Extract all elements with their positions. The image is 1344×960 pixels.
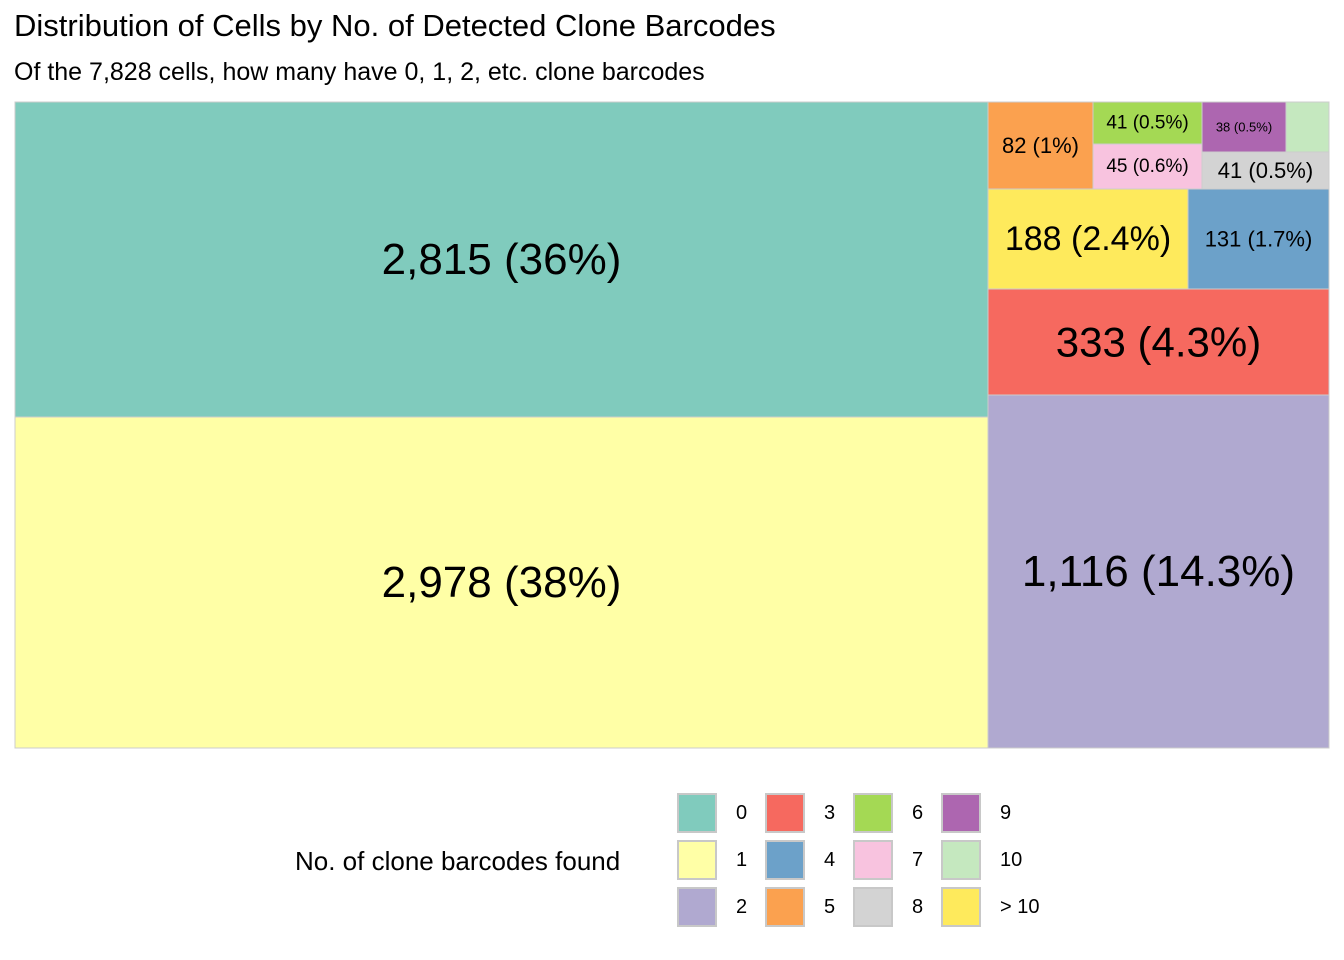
tile-9 — [1201, 101, 1287, 153]
legend-label-2: 2 — [736, 896, 748, 918]
tile-label-8: 41 (0.5%) — [1218, 158, 1313, 183]
legend-key-1 — [677, 840, 717, 880]
chart-subtitle: Of the 7,828 cells, how many have 0, 1, … — [14, 58, 705, 86]
tile-label-7: 45 (0.6%) — [1106, 156, 1188, 177]
tile-5 — [987, 101, 1094, 190]
legend-label-9: 9 — [1000, 802, 1012, 824]
legend-key-4 — [765, 840, 805, 880]
legend-key-8 — [853, 887, 893, 927]
legend-label-1: 1 — [736, 849, 748, 871]
tile-7 — [1092, 143, 1203, 190]
legend-label-10: 10 — [1000, 849, 1023, 871]
tile-6 — [1092, 101, 1203, 145]
tile-gt10 — [987, 188, 1189, 290]
legend-key-7 — [853, 840, 893, 880]
tile-2 — [987, 394, 1330, 749]
legend-key-5 — [765, 887, 805, 927]
legend-key-gt10 — [941, 887, 981, 927]
legend-key-0 — [677, 793, 717, 833]
legend-key-6 — [853, 793, 893, 833]
tile-label-6: 41 (0.5%) — [1106, 113, 1188, 134]
tile-label-9: 38 (0.5%) — [1216, 120, 1272, 135]
tile-10 — [1285, 101, 1330, 153]
legend-key-9 — [941, 793, 981, 833]
tile-4 — [1187, 188, 1330, 290]
tile-0 — [14, 101, 989, 418]
legend-key-2 — [677, 887, 717, 927]
tile-label-2: 1,116 (14.3%) — [1022, 547, 1295, 596]
legend-label-6: 6 — [912, 802, 924, 824]
tile-8 — [1201, 151, 1330, 190]
legend: 0 1 2 3 4 5 6 7 8 9 10 > 10 — [677, 793, 1097, 933]
legend-label-0: 0 — [736, 802, 748, 824]
legend-label-8: 8 — [912, 896, 924, 918]
tile-label-5: 82 (1%) — [1002, 133, 1079, 158]
tile-label-4: 131 (1.7%) — [1205, 227, 1313, 252]
legend-key-10 — [941, 840, 981, 880]
legend-label-5: 5 — [824, 896, 836, 918]
legend-label-gt10: > 10 — [1000, 896, 1040, 918]
legend-label-3: 3 — [824, 802, 836, 824]
tile-1 — [14, 416, 989, 749]
legend-key-3 — [765, 793, 805, 833]
tile-label-3: 333 (4.3%) — [1056, 319, 1261, 366]
legend-title: No. of clone barcodes found — [295, 846, 621, 876]
tile-label-gt10: 188 (2.4%) — [1005, 220, 1171, 258]
tile-label-0: 2,815 (36%) — [382, 235, 622, 284]
chart-title: Distribution of Cells by No. of Detected… — [14, 8, 776, 43]
legend-label-4: 4 — [824, 849, 836, 871]
legend-label-7: 7 — [912, 849, 924, 871]
tile-label-1: 2,978 (38%) — [382, 558, 622, 607]
